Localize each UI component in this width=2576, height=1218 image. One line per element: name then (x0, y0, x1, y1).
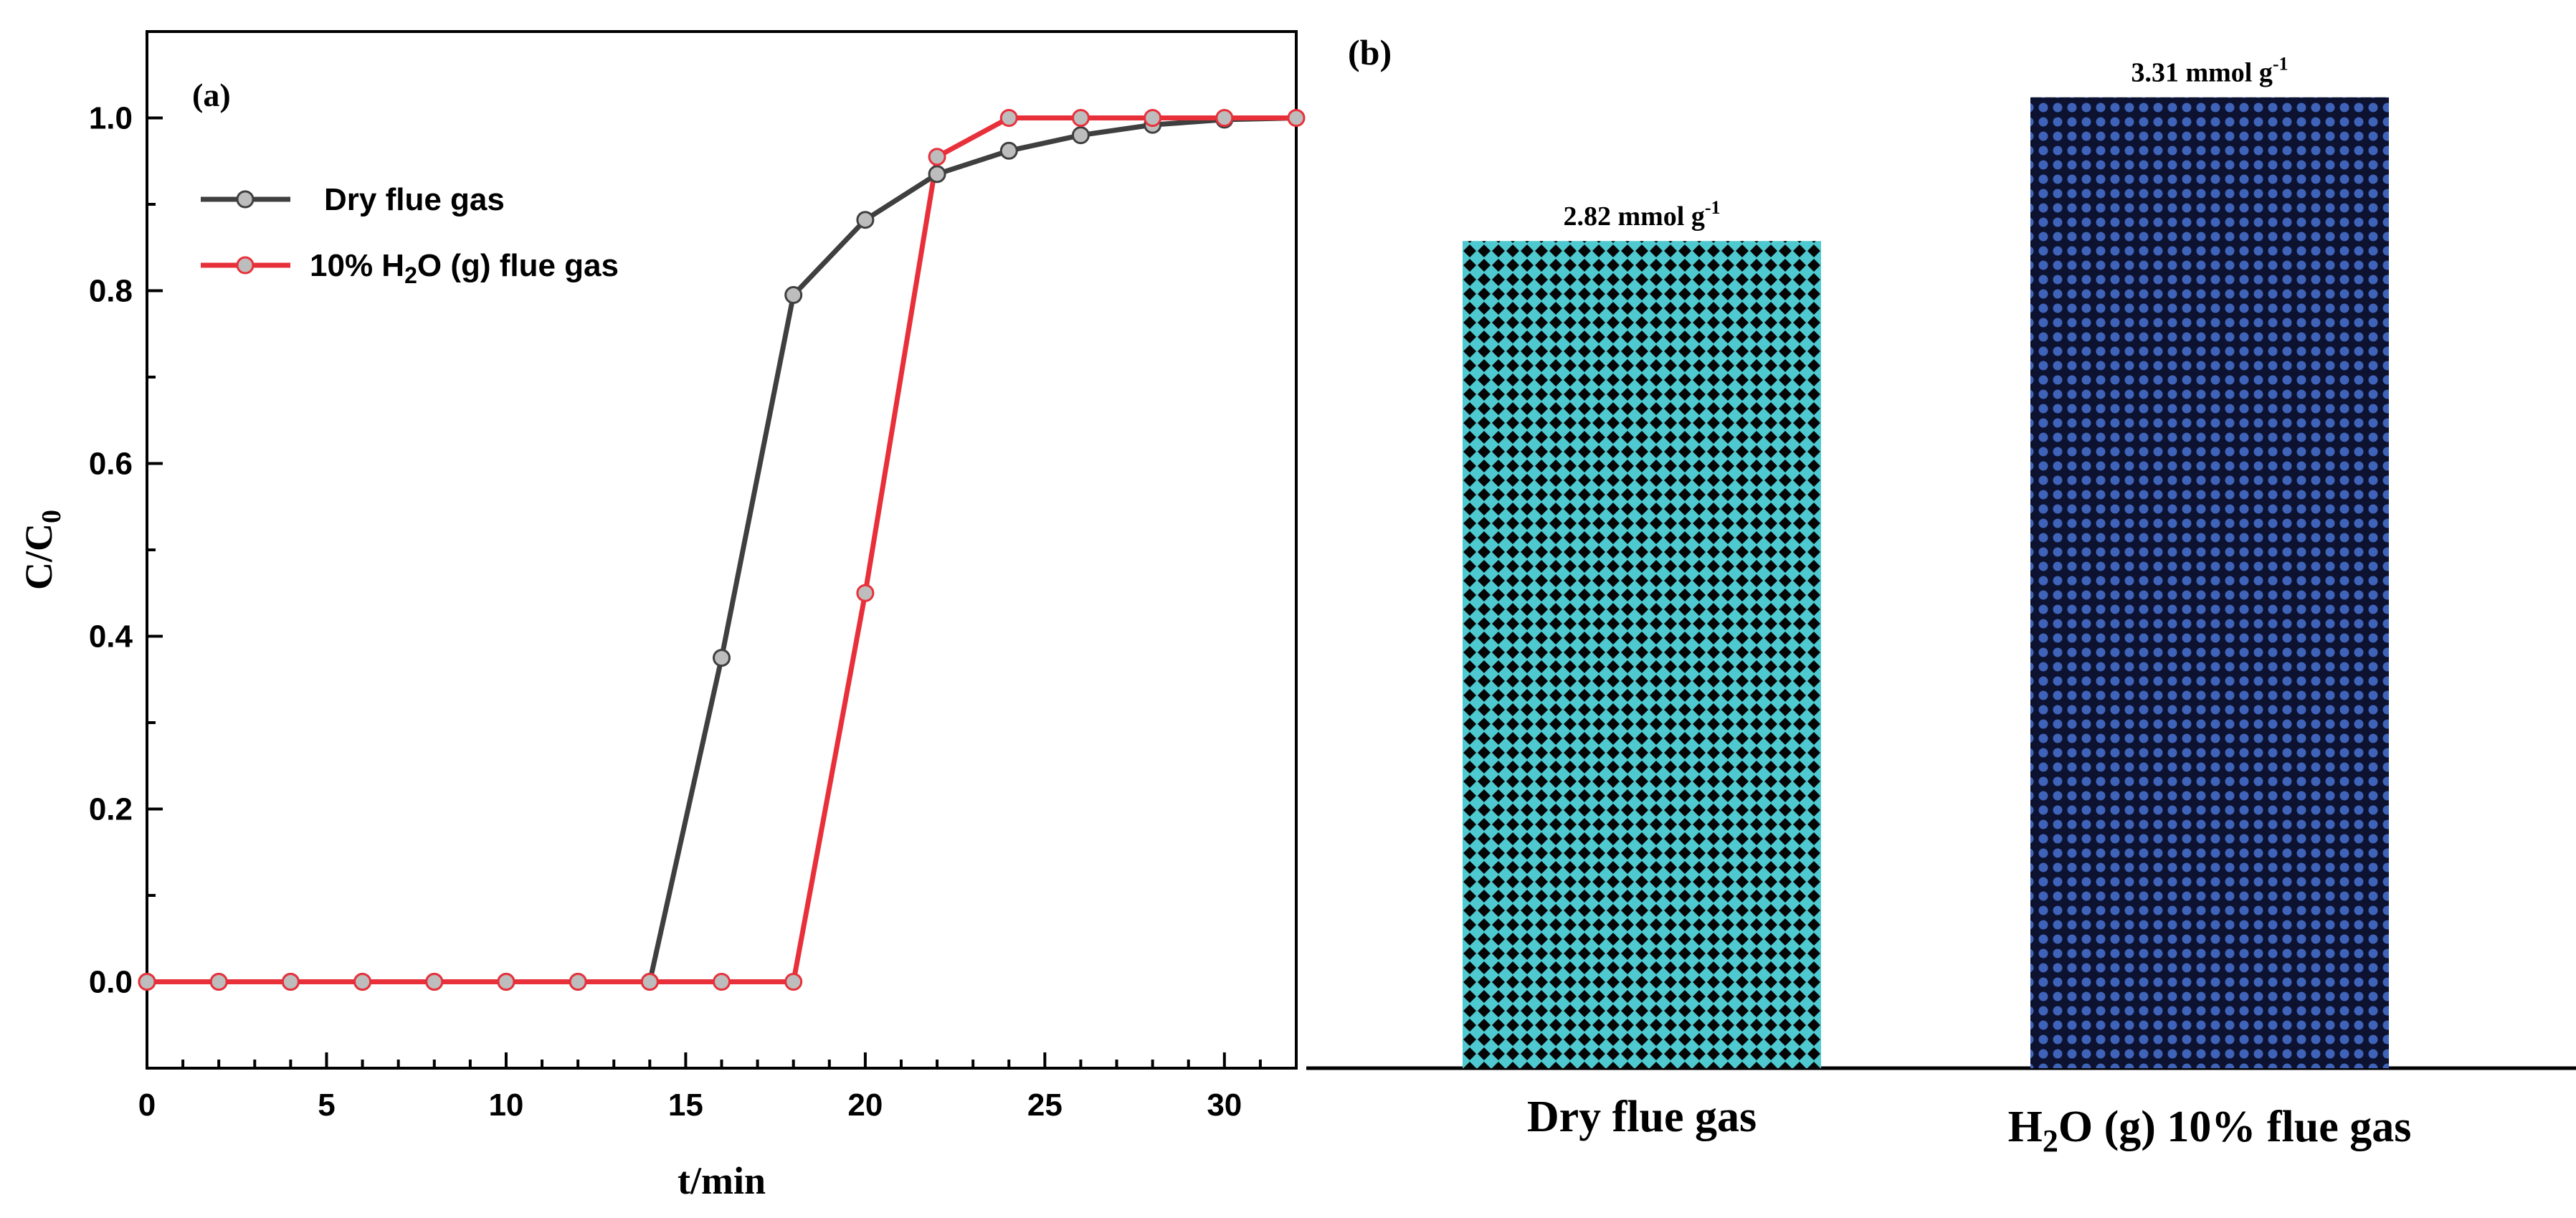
bar-0 (1463, 241, 1821, 1068)
x-tick-label: 5 (318, 1088, 335, 1123)
panel-a-line-chart: (a) 0 5 10 15 20 25 30 0.00.20.40.60.81.0 t/mi… (17, 30, 1306, 1202)
data-point (209, 973, 228, 991)
data-point (999, 109, 1018, 127)
legend: Dry flue gas 10% H2O (g) flue gas (201, 182, 619, 288)
category-label-part2: O (g) 10% flue gas (2058, 1103, 2412, 1151)
data-point (784, 286, 803, 305)
data-point (1215, 109, 1234, 127)
data-point (497, 973, 515, 991)
x-tick-label: 15 (668, 1088, 703, 1123)
y-tick-label: 0.2 (89, 792, 133, 827)
legend-marker-dry (236, 190, 255, 209)
bar-1 (2030, 97, 2389, 1068)
y-tick-label: 0.4 (89, 619, 133, 655)
x-tick-label: 25 (1027, 1088, 1063, 1123)
y-tick-label: 0.0 (89, 965, 133, 1000)
y-axis-label: C/C0 (17, 510, 67, 590)
panel-b-bar-chart: (b) 2.82 mmol g-1 3.31 mmol g-1 Dry flue… (1306, 32, 2576, 1158)
data-point (713, 649, 731, 667)
data-point (425, 973, 444, 991)
data-point (1144, 109, 1162, 127)
data-point (640, 973, 659, 991)
y-axis-label-subscript: 0 (37, 510, 67, 523)
data-point (353, 973, 372, 991)
data-point (856, 584, 875, 602)
data-point (569, 973, 587, 991)
bar-value-label: 3.31 mmol g-1 (2131, 54, 2288, 88)
category-label-subscript: 2 (2043, 1123, 2058, 1158)
legend-marker-humid (236, 256, 255, 275)
y-tick-label: 1.0 (89, 101, 133, 136)
bar-value-superscript: -1 (1705, 197, 1721, 218)
legend-label-dry: Dry flue gas (324, 182, 505, 217)
bars (1463, 97, 2389, 1068)
bar-value-text: 2.82 mmol g (1563, 201, 1704, 232)
bar-value-labels: 2.82 mmol g-1 3.31 mmol g-1 (1563, 54, 2288, 232)
data-point (1071, 126, 1090, 145)
series-group (138, 109, 1306, 991)
data-point (281, 973, 300, 991)
data-point (999, 141, 1018, 160)
svg-text:C/C0: C/C0 (17, 510, 67, 590)
bar-value-superscript: -1 (2273, 54, 2289, 75)
category-label: H2O (g) 10% flue gas (2008, 1103, 2412, 1158)
category-labels: Dry flue gas H2O (g) 10% flue gas (1527, 1093, 2412, 1158)
legend-label-humid-subscript: 2 (404, 262, 417, 288)
panel-label: (b) (1348, 32, 1392, 72)
x-tick-label: 0 (138, 1088, 156, 1123)
legend-label-humid-part2: O (g) flue gas (417, 248, 619, 283)
data-point (856, 211, 875, 229)
legend-label-humid-part1: 10% H (310, 248, 404, 283)
x-tick-label: 20 (847, 1088, 883, 1123)
data-point (713, 973, 731, 991)
data-point (928, 165, 946, 184)
x-axis-label: t/min (678, 1159, 766, 1202)
bar-value-text: 3.31 mmol g (2131, 58, 2272, 88)
category-label-text: Dry flue gas (1527, 1093, 1757, 1141)
data-point (138, 973, 156, 991)
y-axis-ticks: 0.0 0.2 0.4 0.6 0.8 1.0 (89, 101, 163, 1000)
category-label-part1: H (2008, 1103, 2043, 1151)
plot-frame (146, 30, 1298, 1070)
y-tick-label: 0.8 (89, 274, 133, 309)
category-label: Dry flue gas (1527, 1093, 1757, 1141)
y-tick-label: 0.6 (89, 447, 133, 482)
x-axis-ticks: 0 5 10 15 20 25 30 (138, 1052, 1262, 1123)
data-point (784, 973, 803, 991)
data-point (1287, 109, 1306, 127)
x-tick-label: 30 (1207, 1088, 1242, 1123)
x-tick-label: 10 (488, 1088, 523, 1123)
data-point (1071, 109, 1090, 127)
bar-value-label: 2.82 mmol g-1 (1563, 197, 1720, 232)
y-axis-label-main: C/C (17, 523, 60, 590)
panel-label: (a) (192, 77, 231, 113)
legend-label-humid: 10% H2O (g) flue gas (310, 248, 619, 288)
data-point (928, 148, 946, 166)
